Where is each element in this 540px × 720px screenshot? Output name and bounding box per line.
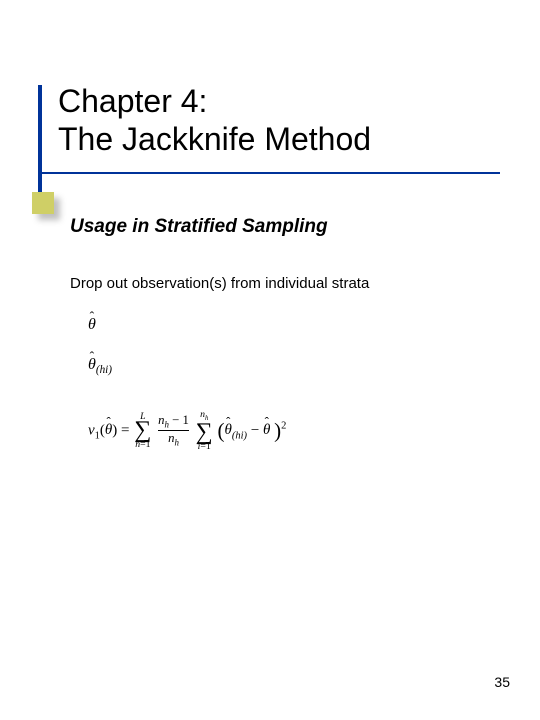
title-line-2: The Jackknife Method bbox=[58, 120, 498, 158]
accent-vertical-bar bbox=[38, 85, 42, 207]
slide: Chapter 4: The Jackknife Method Usage in… bbox=[0, 0, 540, 720]
sigma-icon-2: ∑ bbox=[196, 423, 213, 442]
sum-over-i: nh ∑ i=1 bbox=[196, 410, 213, 452]
fraction-nh: nh − 1 nh bbox=[158, 414, 189, 448]
theta-hat-symbol-2: θ bbox=[88, 356, 96, 374]
theta-hat-symbol: θ bbox=[88, 316, 96, 334]
frac-denominator: nh bbox=[158, 431, 189, 447]
equals-sign: = bbox=[121, 422, 133, 438]
minus-sign: − bbox=[251, 422, 263, 438]
open-paren-big: ( bbox=[218, 418, 225, 442]
math-theta-hat-hi: θ(hi) bbox=[88, 356, 112, 376]
title-line-1: Chapter 4: bbox=[58, 82, 498, 120]
sigma-icon-1: ∑ bbox=[134, 421, 151, 440]
v-symbol: v bbox=[88, 422, 95, 438]
sum-over-h: L ∑ h=1 bbox=[134, 412, 151, 451]
slide-title: Chapter 4: The Jackknife Method bbox=[58, 82, 498, 159]
accent-square bbox=[32, 192, 54, 214]
math-variance-formula: v1(θ) = L ∑ h=1 nh − 1 nh nh ∑ i=1 (θ(hi… bbox=[88, 410, 286, 452]
exponent-2: 2 bbox=[281, 420, 286, 431]
subscript-hi: (hi) bbox=[96, 364, 112, 376]
close-paren-1: ) bbox=[112, 422, 117, 438]
sum2-lower: i=1 bbox=[196, 442, 213, 452]
slide-subtitle: Usage in Stratified Sampling bbox=[70, 216, 328, 238]
theta-hat-hi-4: θ bbox=[225, 422, 232, 439]
subscript-hi-2: (hi) bbox=[232, 430, 247, 441]
title-underline bbox=[40, 172, 500, 174]
sum1-lower: h=1 bbox=[134, 440, 151, 450]
theta-hat-3: θ bbox=[105, 422, 112, 439]
page-number: 35 bbox=[494, 674, 510, 690]
body-text: Drop out observation(s) from individual … bbox=[70, 275, 369, 292]
theta-hat-5: θ bbox=[263, 422, 270, 439]
frac-numerator: nh − 1 bbox=[158, 414, 189, 431]
math-theta-hat: θ bbox=[88, 316, 96, 334]
